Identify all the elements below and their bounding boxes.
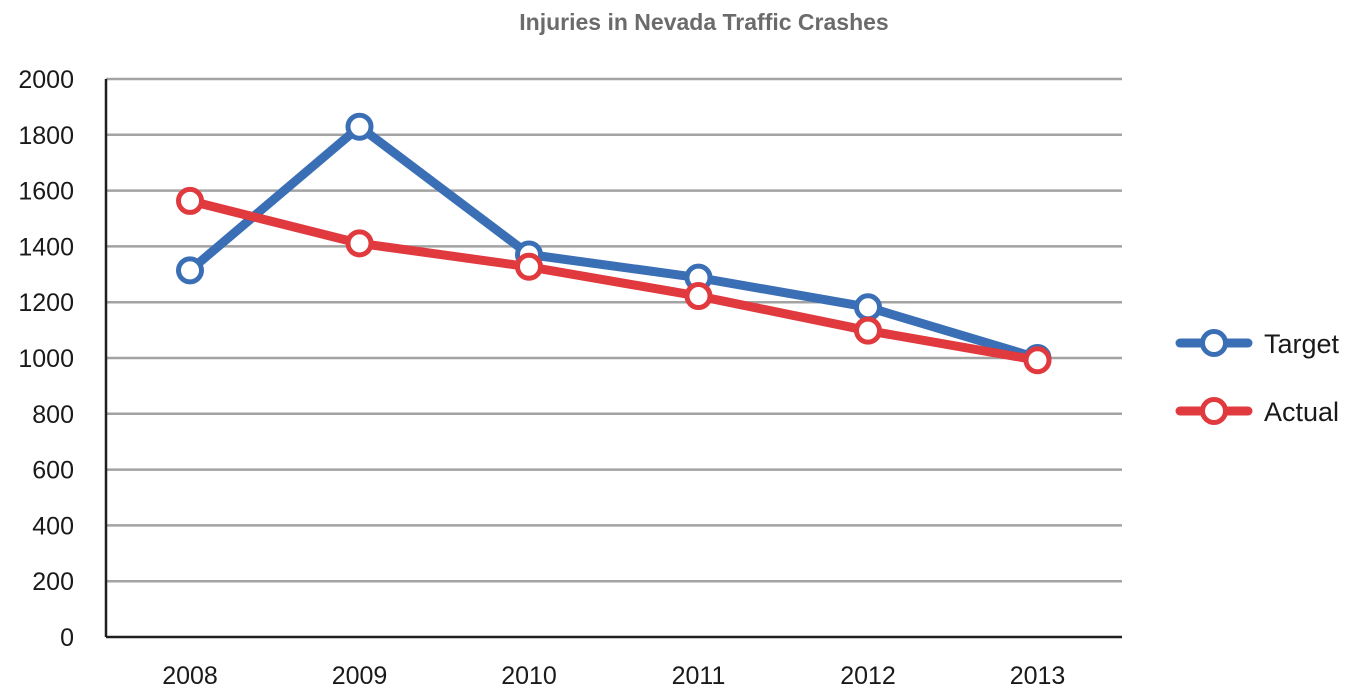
series-target — [176, 112, 1052, 372]
point-actual-2013 — [1023, 346, 1052, 375]
series-line-actual — [185, 196, 1042, 365]
point-actual-2011 — [684, 282, 713, 311]
point-target-2008 — [176, 256, 204, 285]
legend-item-actual: Actual — [1175, 397, 1339, 427]
y-tick-label-400: 400 — [32, 512, 74, 540]
x-tick-label-2010: 2010 — [501, 662, 557, 690]
legend-item-target: Target — [1175, 329, 1340, 359]
legend-label-target: Target — [1264, 329, 1340, 359]
y-tick-label-1800: 1800 — [18, 122, 74, 150]
point-actual-2012 — [854, 316, 882, 345]
series-actual — [176, 186, 1052, 375]
y-tick-label-2000: 2000 — [18, 66, 74, 94]
x-tick-label-2009: 2009 — [332, 662, 388, 690]
y-tick-label-1200: 1200 — [18, 289, 74, 317]
x-axis-tick-labels: 2008 2009 2010 2011 2012 2013 — [162, 662, 1065, 690]
point-actual-2009 — [345, 229, 374, 258]
legend-marker-target — [1200, 329, 1228, 357]
y-tick-label-1600: 1600 — [18, 178, 74, 206]
series-layer — [176, 112, 1052, 375]
point-target-2009 — [345, 112, 374, 141]
x-tick-label-2008: 2008 — [162, 662, 218, 690]
x-tick-label-2011: 2011 — [672, 662, 726, 690]
chart-title: Injuries in Nevada Traffic Crashes — [519, 9, 888, 35]
grid-lines — [106, 77, 1122, 583]
y-tick-label-200: 200 — [32, 568, 74, 596]
legend: Target Actual — [1175, 329, 1340, 427]
y-tick-label-1000: 1000 — [18, 345, 74, 373]
series-line-target — [185, 122, 1042, 363]
legend-label-actual: Actual — [1264, 397, 1339, 427]
y-tick-label-800: 800 — [32, 401, 74, 429]
point-actual-2008 — [176, 186, 204, 215]
y-tick-label-0: 0 — [60, 624, 74, 652]
x-tick-label-2012: 2012 — [840, 662, 896, 690]
x-tick-label-2013: 2013 — [1010, 662, 1066, 690]
y-axis-tick-labels: 0 200 400 600 800 1000 1200 1400 1600 1800 2000 — [18, 66, 74, 652]
y-tick-label-600: 600 — [32, 457, 74, 485]
y-tick-label-1400: 1400 — [18, 233, 74, 261]
point-actual-2010 — [515, 252, 543, 281]
legend-marker-actual — [1200, 397, 1228, 425]
axes — [104, 79, 1122, 639]
point-target-2012 — [854, 293, 882, 322]
